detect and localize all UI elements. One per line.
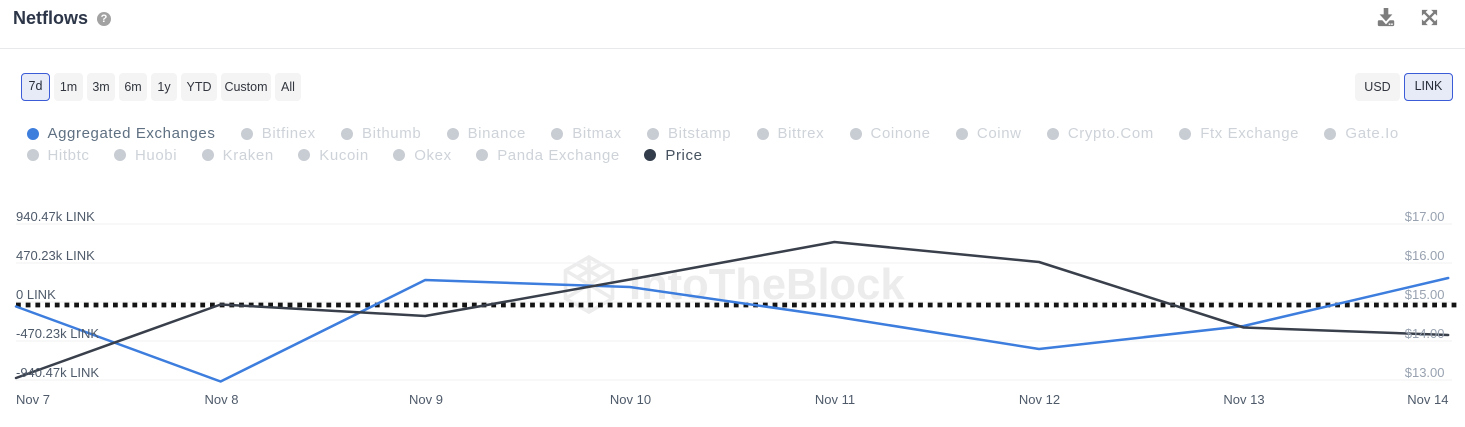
svg-text:Nov 12: Nov 12 <box>1019 392 1060 407</box>
svg-text:Nov 14: Nov 14 <box>1407 392 1448 407</box>
svg-text:Nov 11: Nov 11 <box>815 392 855 407</box>
svg-text:Nov 9: Nov 9 <box>409 392 443 407</box>
svg-text:Nov 10: Nov 10 <box>610 392 651 407</box>
svg-text:$17.00: $17.00 <box>1405 209 1445 224</box>
svg-text:0 LINK: 0 LINK <box>16 287 56 302</box>
svg-text:-940.47k LINK: -940.47k LINK <box>16 365 99 380</box>
svg-text:Nov 7: Nov 7 <box>16 392 50 407</box>
svg-text:IntoTheBlock: IntoTheBlock <box>629 261 905 309</box>
svg-text:$16.00: $16.00 <box>1405 248 1445 263</box>
svg-text:$13.00: $13.00 <box>1405 365 1445 380</box>
svg-text:$14.00: $14.00 <box>1405 326 1445 341</box>
svg-text:Nov 8: Nov 8 <box>205 392 239 407</box>
svg-text:$15.00: $15.00 <box>1405 287 1445 302</box>
svg-text:470.23k LINK: 470.23k LINK <box>16 248 95 263</box>
svg-text:Nov 13: Nov 13 <box>1223 392 1264 407</box>
svg-text:940.47k LINK: 940.47k LINK <box>16 209 95 224</box>
svg-text:-470.23k LINK: -470.23k LINK <box>16 326 99 341</box>
